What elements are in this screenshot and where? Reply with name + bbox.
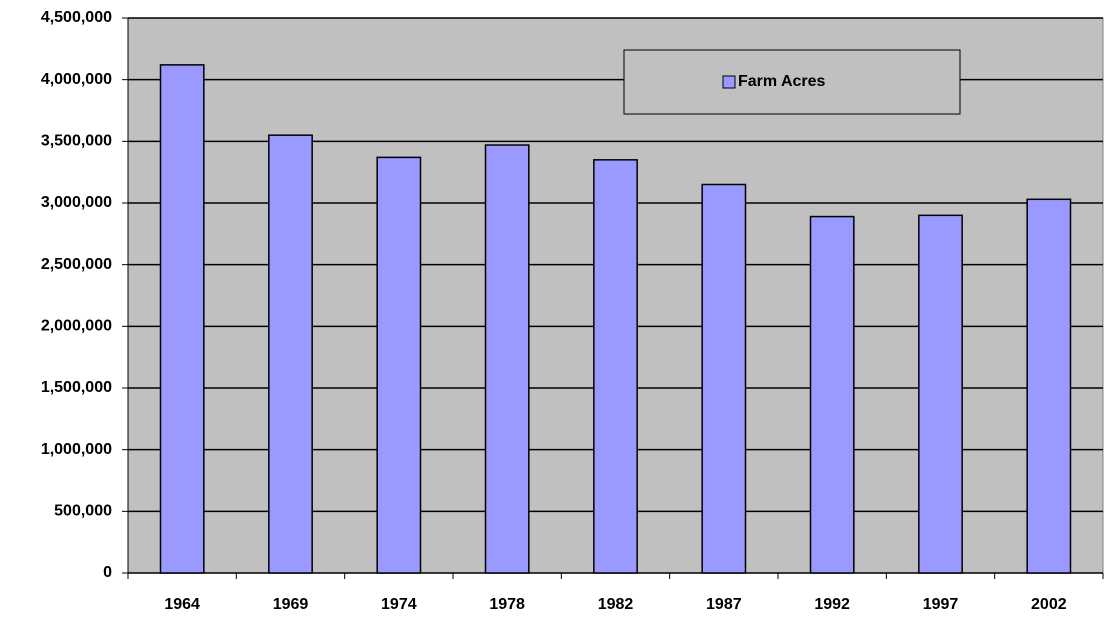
y-tick-label: 1,500,000 [41, 379, 112, 396]
x-tick-label: 1978 [489, 596, 525, 613]
x-tick-label: 1987 [706, 596, 742, 613]
x-tick-label: 1969 [273, 596, 309, 613]
x-tick-label: 2002 [1031, 596, 1067, 613]
bar [1026, 198, 1072, 574]
legend-swatch [722, 75, 736, 89]
y-tick-label: 0 [103, 564, 112, 581]
bar [593, 159, 638, 574]
y-tick-label: 4,000,000 [41, 71, 112, 88]
y-tick-label: 2,000,000 [41, 318, 112, 335]
y-tick-label: 3,000,000 [41, 194, 112, 211]
x-tick-label: 1997 [923, 596, 959, 613]
bar [809, 215, 855, 574]
bar [268, 134, 313, 574]
bar [484, 144, 530, 574]
y-tick-label: 500,000 [54, 503, 112, 520]
bar [376, 156, 422, 574]
x-tick-label: 1974 [381, 596, 417, 613]
y-tick-label: 2,500,000 [41, 256, 112, 273]
x-tick-label: 1982 [598, 596, 634, 613]
legend [623, 49, 961, 115]
y-tick-label: 4,500,000 [41, 9, 112, 26]
y-tick-label: 1,000,000 [41, 441, 112, 458]
x-tick-label: 1964 [164, 596, 200, 613]
y-tick-label: 3,500,000 [41, 133, 112, 150]
bar [701, 183, 747, 574]
x-tick-label: 1992 [814, 596, 850, 613]
legend-label: Farm Acres [738, 73, 826, 90]
bar [159, 64, 205, 574]
bar [918, 214, 963, 574]
